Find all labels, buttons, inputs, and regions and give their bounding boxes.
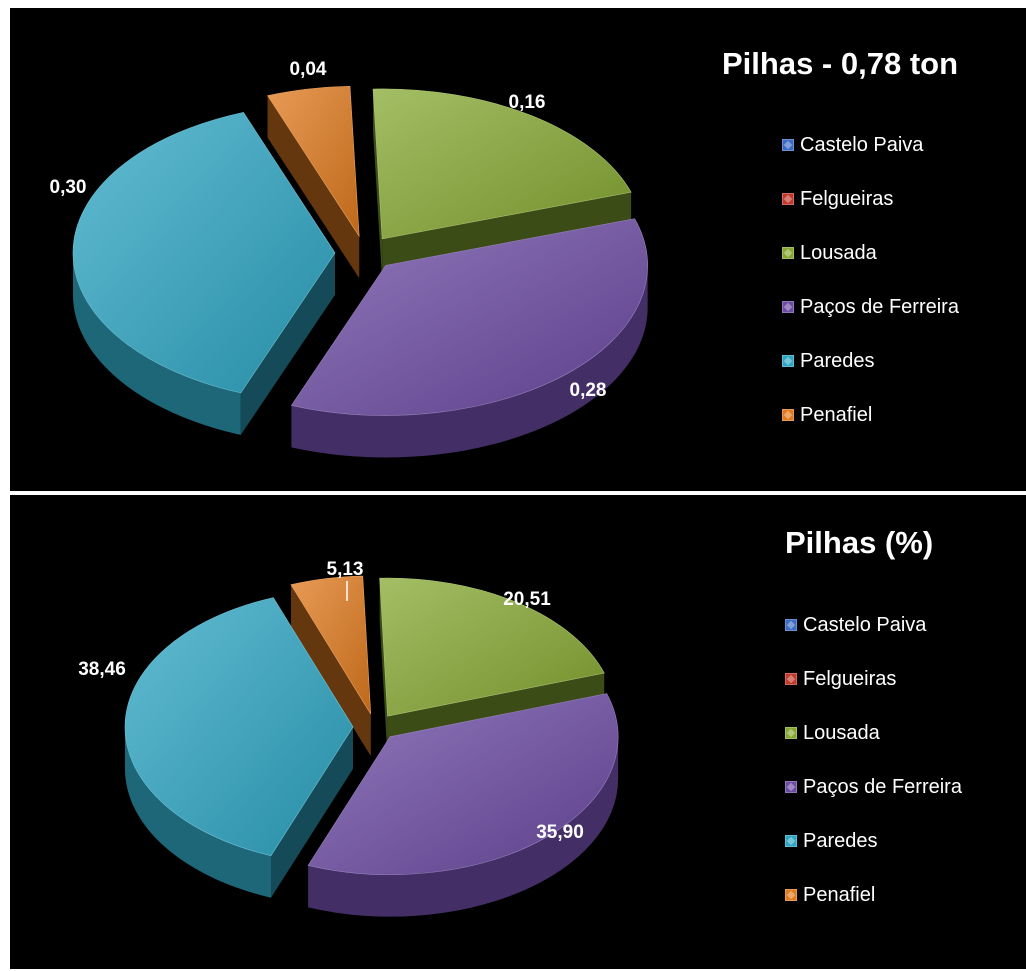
legend-item-pacos-de-ferreira: Paços de Ferreira bbox=[785, 760, 962, 814]
legend-item-paredes: Paredes bbox=[785, 814, 962, 868]
data-label-paredes: 38,46 bbox=[78, 659, 126, 680]
legend-label: Paços de Ferreira bbox=[803, 775, 962, 798]
data-label-penafiel: 5,13 bbox=[327, 559, 364, 580]
pie-slice-pacos-de-ferreira bbox=[307, 693, 619, 917]
data-label-pacos-de-ferreira: 35,90 bbox=[536, 822, 584, 843]
legend-item-castelo-paiva: Castelo Paiva bbox=[785, 598, 962, 652]
legend-item-felgueiras: Felgueiras bbox=[782, 172, 959, 226]
legend-swatch-icon bbox=[785, 619, 797, 631]
pie-slice-paredes bbox=[124, 597, 354, 898]
data-label-paredes: 0,30 bbox=[50, 177, 87, 198]
legend-label: Paredes bbox=[803, 829, 878, 852]
chart-legend: Castelo Paiva Felgueiras Lousada Paços de F… bbox=[785, 598, 962, 922]
legend-item-lousada: Lousada bbox=[782, 226, 959, 280]
legend-swatch-icon bbox=[782, 355, 794, 367]
legend-swatch-icon bbox=[782, 193, 794, 205]
legend-swatch-icon bbox=[782, 139, 794, 151]
chart-legend: Castelo Paiva Felgueiras Lousada Paços de F… bbox=[782, 118, 959, 442]
data-label-penafiel: 0,04 bbox=[290, 59, 327, 80]
pie-slice-penafiel bbox=[290, 575, 372, 756]
pie-slice-pacos-de-ferreira bbox=[290, 218, 648, 458]
chart-title: Pilhas (%) bbox=[785, 525, 934, 560]
legend-swatch-icon bbox=[782, 409, 794, 421]
legend-item-penafiel: Penafiel bbox=[785, 868, 962, 922]
chart-panel-tonnes: 0,16 0,28 0,30 0,04 Pilhas - 0,78 ton Caste… bbox=[10, 8, 1026, 491]
legend-swatch-icon bbox=[782, 301, 794, 313]
data-label-lousada: 0,16 bbox=[509, 92, 546, 113]
pie-chart-percent: 20,51 35,90 38,46 5,13 bbox=[78, 559, 619, 917]
legend-label: Lousada bbox=[800, 241, 877, 264]
legend-item-pacos-de-ferreira: Paços de Ferreira bbox=[782, 280, 959, 334]
pie-slice-penafiel bbox=[267, 85, 360, 279]
legend-label: Lousada bbox=[803, 721, 880, 744]
chart-panel-percent: 20,51 35,90 38,46 5,13 Pilhas (%) Castelo P… bbox=[10, 495, 1026, 969]
legend-label: Castelo Paiva bbox=[803, 613, 927, 636]
legend-swatch-icon bbox=[785, 781, 797, 793]
data-label-lousada: 20,51 bbox=[503, 589, 551, 610]
legend-swatch-icon bbox=[785, 727, 797, 739]
legend-swatch-icon bbox=[785, 889, 797, 901]
legend-swatch-icon bbox=[785, 835, 797, 847]
legend-label: Castelo Paiva bbox=[800, 133, 924, 156]
legend-swatch-icon bbox=[782, 247, 794, 259]
legend-label: Felgueiras bbox=[803, 667, 897, 690]
legend-item-penafiel: Penafiel bbox=[782, 388, 959, 442]
legend-label: Paços de Ferreira bbox=[800, 295, 959, 318]
pie-chart-tonnes: 0,16 0,28 0,30 0,04 bbox=[50, 59, 648, 458]
legend-label: Penafiel bbox=[803, 883, 876, 906]
legend-swatch-icon bbox=[785, 673, 797, 685]
legend-item-lousada: Lousada bbox=[785, 706, 962, 760]
legend-item-paredes: Paredes bbox=[782, 334, 959, 388]
data-label-pacos-de-ferreira: 0,28 bbox=[570, 380, 607, 401]
chart-title: Pilhas - 0,78 ton bbox=[722, 46, 959, 81]
legend-label: Penafiel bbox=[800, 403, 873, 426]
legend-label: Felgueiras bbox=[800, 187, 894, 210]
legend-item-castelo-paiva: Castelo Paiva bbox=[782, 118, 959, 172]
legend-item-felgueiras: Felgueiras bbox=[785, 652, 962, 706]
pie-slice-paredes bbox=[72, 112, 336, 435]
legend-label: Paredes bbox=[800, 349, 875, 372]
